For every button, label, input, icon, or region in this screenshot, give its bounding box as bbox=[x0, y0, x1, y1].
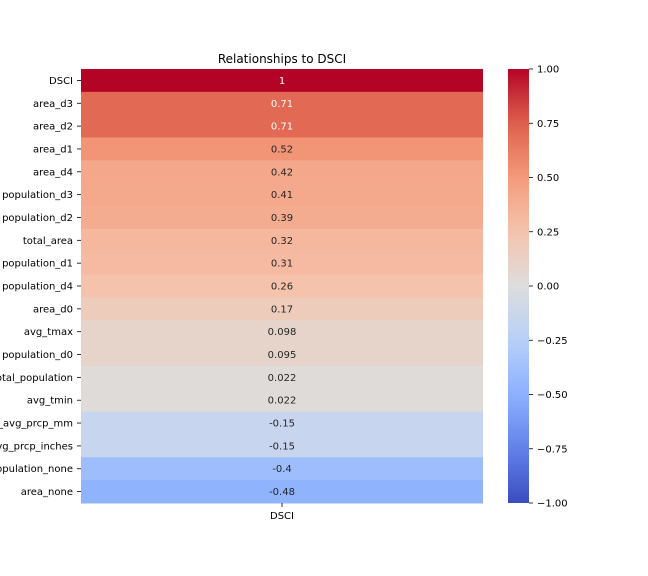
heatmap-cell bbox=[81, 480, 483, 504]
row-label: avg_tmin bbox=[27, 396, 73, 407]
row-label: avg_tmax bbox=[24, 327, 73, 338]
row-label: DSCI bbox=[49, 76, 73, 87]
cell-value-label: 0.32 bbox=[271, 236, 293, 247]
row-label: avg_avg_prcp_inches bbox=[0, 441, 73, 452]
heatmap-cells: 1 0.71 0.71 0.52 0.42 0.41 0.39 0.32 0.31 0.26 0.1… bbox=[81, 69, 483, 504]
row-label: area_d1 bbox=[33, 144, 73, 155]
row-label: avg_avg_prcp_mm bbox=[0, 419, 73, 430]
heatmap-cell bbox=[81, 457, 483, 481]
cell-value-label: 0.26 bbox=[271, 282, 293, 293]
row-labels: DSCI area_d3 area_d2 area_d1 area_d4 populati… bbox=[0, 76, 81, 498]
cell-value-label: 1 bbox=[279, 76, 285, 87]
row-label: total_area bbox=[23, 236, 73, 247]
row-label: population_d3 bbox=[2, 190, 73, 201]
heatmap-cell bbox=[81, 411, 483, 435]
heatmap-cell bbox=[81, 251, 483, 276]
colorbar-tick-label: −0.75 bbox=[537, 444, 568, 455]
cell-value-label: -0.15 bbox=[269, 441, 295, 452]
cell-value-label: 0.022 bbox=[268, 373, 297, 384]
heatmap-cell bbox=[81, 434, 483, 458]
heatmap-cell bbox=[81, 137, 483, 161]
heatmap-cell bbox=[81, 343, 483, 367]
colorbar-tick-label: 1.00 bbox=[537, 65, 559, 76]
colorbar-tick-label: 0.75 bbox=[537, 119, 559, 130]
row-label: population_none bbox=[0, 464, 73, 475]
colorbar-tick-label: −0.25 bbox=[537, 336, 568, 347]
colorbar-tick-label: 0.50 bbox=[537, 173, 559, 184]
row-label: area_d4 bbox=[33, 167, 73, 178]
row-label: area_d0 bbox=[33, 304, 73, 315]
heatmap-cell bbox=[81, 160, 483, 184]
row-label: population_d0 bbox=[2, 350, 73, 361]
cell-value-label: 0.095 bbox=[268, 350, 297, 361]
cell-value-label: 0.52 bbox=[271, 144, 293, 155]
cell-value-label: 0.31 bbox=[271, 259, 293, 270]
heatmap-cell bbox=[81, 320, 483, 344]
row-label: total_population bbox=[0, 373, 73, 384]
heatmap-cell bbox=[81, 206, 483, 230]
heatmap-cell bbox=[81, 274, 483, 298]
colorbar-tick-label: 0.25 bbox=[537, 227, 559, 238]
heatmap-cell bbox=[81, 365, 483, 390]
cell-value-label: 0.098 bbox=[268, 327, 297, 338]
cell-value-label: 0.71 bbox=[271, 99, 293, 110]
heatmap-cell bbox=[81, 297, 483, 321]
heatmap-cell bbox=[81, 91, 483, 116]
cell-value-label: -0.4 bbox=[272, 464, 292, 475]
colorbar-tick-label: 0.00 bbox=[537, 282, 559, 293]
x-tick-label: DSCI bbox=[270, 511, 294, 522]
colorbar bbox=[508, 69, 529, 503]
cell-value-label: 0.022 bbox=[268, 396, 297, 407]
row-label: population_d2 bbox=[2, 213, 73, 224]
heatmap-cell bbox=[81, 69, 483, 93]
row-label: population_d4 bbox=[2, 282, 73, 293]
colorbar-tick-label: −0.50 bbox=[537, 390, 568, 401]
row-label: area_d2 bbox=[33, 122, 73, 133]
heatmap-cell bbox=[81, 114, 483, 139]
colorbar-tick-label: −1.00 bbox=[537, 499, 568, 510]
heatmap-cell bbox=[81, 183, 483, 207]
cell-value-label: -0.15 bbox=[269, 419, 295, 430]
cell-value-label: 0.71 bbox=[271, 122, 293, 133]
cell-value-label: 0.39 bbox=[271, 213, 293, 224]
row-label: area_d3 bbox=[33, 99, 73, 110]
heatmap-cell bbox=[81, 388, 483, 413]
row-label: population_d1 bbox=[2, 259, 73, 270]
cell-value-label: 0.41 bbox=[271, 190, 293, 201]
heatmap-cell bbox=[81, 228, 483, 253]
colorbar-ticks: 1.00 0.75 0.50 0.25 0.00 −0.25 −0.50 −0.75 −1.00 bbox=[529, 65, 568, 510]
cell-value-label: -0.48 bbox=[269, 487, 295, 498]
row-label: area_none bbox=[21, 487, 73, 498]
cell-value-label: 0.17 bbox=[271, 304, 293, 315]
cell-value-label: 0.42 bbox=[271, 167, 293, 178]
chart-title: Relationships to DSCI bbox=[218, 52, 346, 66]
